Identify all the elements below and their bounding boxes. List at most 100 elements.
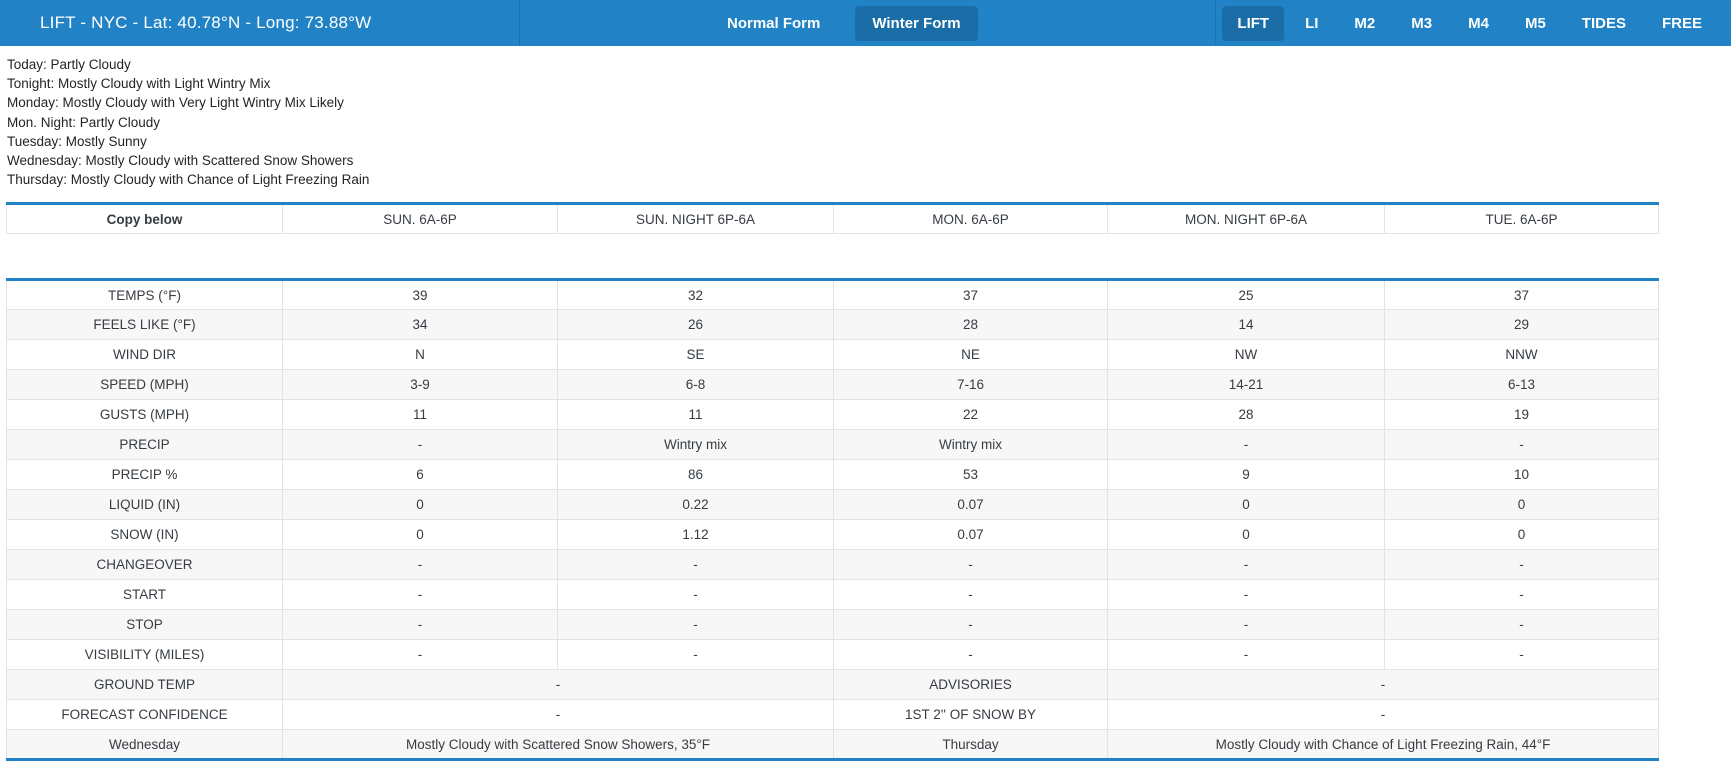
forecast-line: Monday: Mostly Cloudy with Very Light Wi… bbox=[7, 95, 344, 111]
data-cell: 3-9 bbox=[282, 369, 558, 401]
data-cell: - bbox=[1107, 549, 1385, 581]
data-cell: SE bbox=[557, 339, 834, 371]
table-row-snow-in: SNOW (IN) 0 1.12 0.07 0 0 bbox=[6, 519, 1659, 551]
data-cell: Thursday bbox=[833, 729, 1108, 761]
nav-item-lift[interactable]: LIFT bbox=[1222, 5, 1285, 41]
data-cell: 6 bbox=[282, 459, 558, 491]
form-tabs: Normal Form Winter Form bbox=[710, 0, 978, 46]
data-cell: - bbox=[1384, 429, 1659, 461]
nav-item-free[interactable]: FREE bbox=[1661, 14, 1702, 32]
data-cell: 37 bbox=[833, 279, 1108, 311]
form-tab-normal-form[interactable]: Normal Form bbox=[727, 14, 821, 32]
data-cell: 28 bbox=[1107, 399, 1385, 431]
forecast-line: Tuesday: Mostly Sunny bbox=[7, 133, 147, 149]
data-cell: - bbox=[1384, 549, 1659, 581]
nav-item-m3[interactable]: M3 bbox=[1411, 14, 1433, 32]
data-cell: - bbox=[1384, 609, 1659, 641]
data-cell: 6-8 bbox=[557, 369, 834, 401]
table-row-start: START - - - - - bbox=[6, 579, 1659, 611]
data-cell: 11 bbox=[557, 399, 834, 431]
table-row-ground-temp: GROUND TEMP - ADVISORIES - bbox=[6, 669, 1659, 701]
data-cell: - bbox=[557, 549, 834, 581]
data-cell: - bbox=[282, 609, 558, 641]
table-row-speed-mph: SPEED (MPH) 3-9 6-8 7-16 14-21 6-13 bbox=[6, 369, 1659, 401]
data-cell: 34 bbox=[282, 309, 558, 341]
data-cell: NE bbox=[833, 339, 1108, 371]
data-cell: - bbox=[282, 639, 558, 671]
table-row-changeover: CHANGEOVER - - - - - bbox=[6, 549, 1659, 581]
row-label: CHANGEOVER bbox=[6, 549, 283, 581]
data-cell: NW bbox=[1107, 339, 1385, 371]
data-cell: - bbox=[557, 609, 834, 641]
table-row-forecast-confidence: FORECAST CONFIDENCE -1ST 2'' OF SNOW BY - bbox=[6, 699, 1659, 731]
data-cell: 0.22 bbox=[557, 489, 834, 521]
table-row-visibility-miles: VISIBILITY (MILES) - - - - - bbox=[6, 639, 1659, 671]
forecast-data-body: TEMPS (°F) 39 32 37 25 37 FEELS LIKE (°F) 34 26 2… bbox=[6, 279, 1659, 761]
data-cell: - bbox=[1384, 579, 1659, 611]
data-cell: - bbox=[1384, 639, 1659, 671]
data-cell: - bbox=[282, 669, 834, 701]
data-cell: - bbox=[1107, 669, 1659, 701]
table-row-precip: PRECIP % 6 86 53 9 10 bbox=[6, 459, 1659, 491]
main-nav: LIFT LI M2 M3 M4 M5 TIDES FREE bbox=[1215, 0, 1731, 46]
form-tab-winter-form[interactable]: Winter Form bbox=[855, 5, 978, 41]
row-label: PRECIP % bbox=[6, 459, 283, 491]
row-label: PRECIP bbox=[6, 429, 283, 461]
row-label: LIQUID (IN) bbox=[6, 489, 283, 521]
nav-item-m4[interactable]: M4 bbox=[1468, 14, 1489, 32]
row-label: GUSTS (MPH) bbox=[6, 399, 283, 431]
copy-header-table: Copy below SUN. 6A-6P SUN. NIGHT 6P-6A MON.… bbox=[6, 202, 1659, 235]
data-cell: 6-13 bbox=[1384, 369, 1659, 401]
row-label: STOP bbox=[6, 609, 283, 641]
data-cell: - bbox=[282, 579, 558, 611]
data-cell: Wintry mix bbox=[833, 429, 1108, 461]
nav-item-tides[interactable]: TIDES bbox=[1581, 14, 1626, 32]
nav-item-li[interactable]: LI bbox=[1305, 14, 1319, 32]
data-cell: 25 bbox=[1107, 279, 1385, 311]
data-cell: 37 bbox=[1384, 279, 1659, 311]
data-cell: 0.07 bbox=[833, 489, 1108, 521]
nav-item-m2[interactable]: M2 bbox=[1354, 14, 1376, 32]
nav-item-m5[interactable]: M5 bbox=[1524, 14, 1546, 32]
data-cell: 0 bbox=[282, 489, 558, 521]
data-cell: 14-21 bbox=[1107, 369, 1385, 401]
data-cell: 0 bbox=[1384, 489, 1659, 521]
data-cell: - bbox=[1107, 429, 1385, 461]
data-cell: - bbox=[557, 579, 834, 611]
table-row-gusts-mph: GUSTS (MPH) 11 11 22 28 19 bbox=[6, 399, 1659, 431]
data-cell: - bbox=[833, 609, 1108, 641]
column-header-mon-night-6p-6a: MON. NIGHT 6P-6A bbox=[1107, 203, 1385, 235]
app-title: LIFT - NYC - Lat: 40.78°N - Long: 73.88°… bbox=[40, 13, 372, 32]
row-label: START bbox=[6, 579, 283, 611]
data-cell: Mostly Cloudy with Scattered Snow Shower… bbox=[282, 729, 834, 761]
column-header-mon-6a-6p: MON. 6A-6P bbox=[833, 203, 1108, 235]
row-label: GROUND TEMP bbox=[6, 669, 283, 701]
data-cell: 0 bbox=[1107, 489, 1385, 521]
data-cell: - bbox=[557, 639, 834, 671]
data-cell: 0 bbox=[1107, 519, 1385, 551]
table-row-liquid-in: LIQUID (IN) 0 0.22 0.07 0 0 bbox=[6, 489, 1659, 521]
table-row-feels-like-f: FEELS LIKE (°F) 34 26 28 14 29 bbox=[6, 309, 1659, 341]
column-header-tue-6a-6p: TUE. 6A-6P bbox=[1384, 203, 1659, 235]
data-cell: 1.12 bbox=[557, 519, 834, 551]
data-cell: Mostly Cloudy with Chance of Light Freez… bbox=[1107, 729, 1659, 761]
row-label: Wednesday bbox=[6, 729, 283, 761]
brand-box: LIFT - NYC - Lat: 40.78°N - Long: 73.88°… bbox=[0, 0, 520, 46]
table-row-precip: PRECIP - Wintry mix Wintry mix - - bbox=[6, 429, 1659, 461]
copy-below-header[interactable]: Copy below bbox=[6, 203, 283, 235]
table-row-wednesday: Wednesday Mostly Cloudy with Scattered Sn… bbox=[6, 729, 1659, 761]
data-cell: 19 bbox=[1384, 399, 1659, 431]
column-header-sun-6a-6p: SUN. 6A-6P bbox=[282, 203, 558, 235]
row-label: SNOW (IN) bbox=[6, 519, 283, 551]
data-cell: 53 bbox=[833, 459, 1108, 491]
data-cell: - bbox=[282, 699, 834, 731]
data-cell: NNW bbox=[1384, 339, 1659, 371]
row-label: FORECAST CONFIDENCE bbox=[6, 699, 283, 731]
forecast-line: Wednesday: Mostly Cloudy with Scattered … bbox=[7, 153, 354, 169]
data-cell: - bbox=[1107, 699, 1659, 731]
data-cell: 10 bbox=[1384, 459, 1659, 491]
data-cell: ADVISORIES bbox=[833, 669, 1108, 701]
copy-header-row: Copy below SUN. 6A-6P SUN. NIGHT 6P-6A MON.… bbox=[6, 203, 1659, 235]
data-cell: - bbox=[282, 429, 558, 461]
data-cell: 86 bbox=[557, 459, 834, 491]
